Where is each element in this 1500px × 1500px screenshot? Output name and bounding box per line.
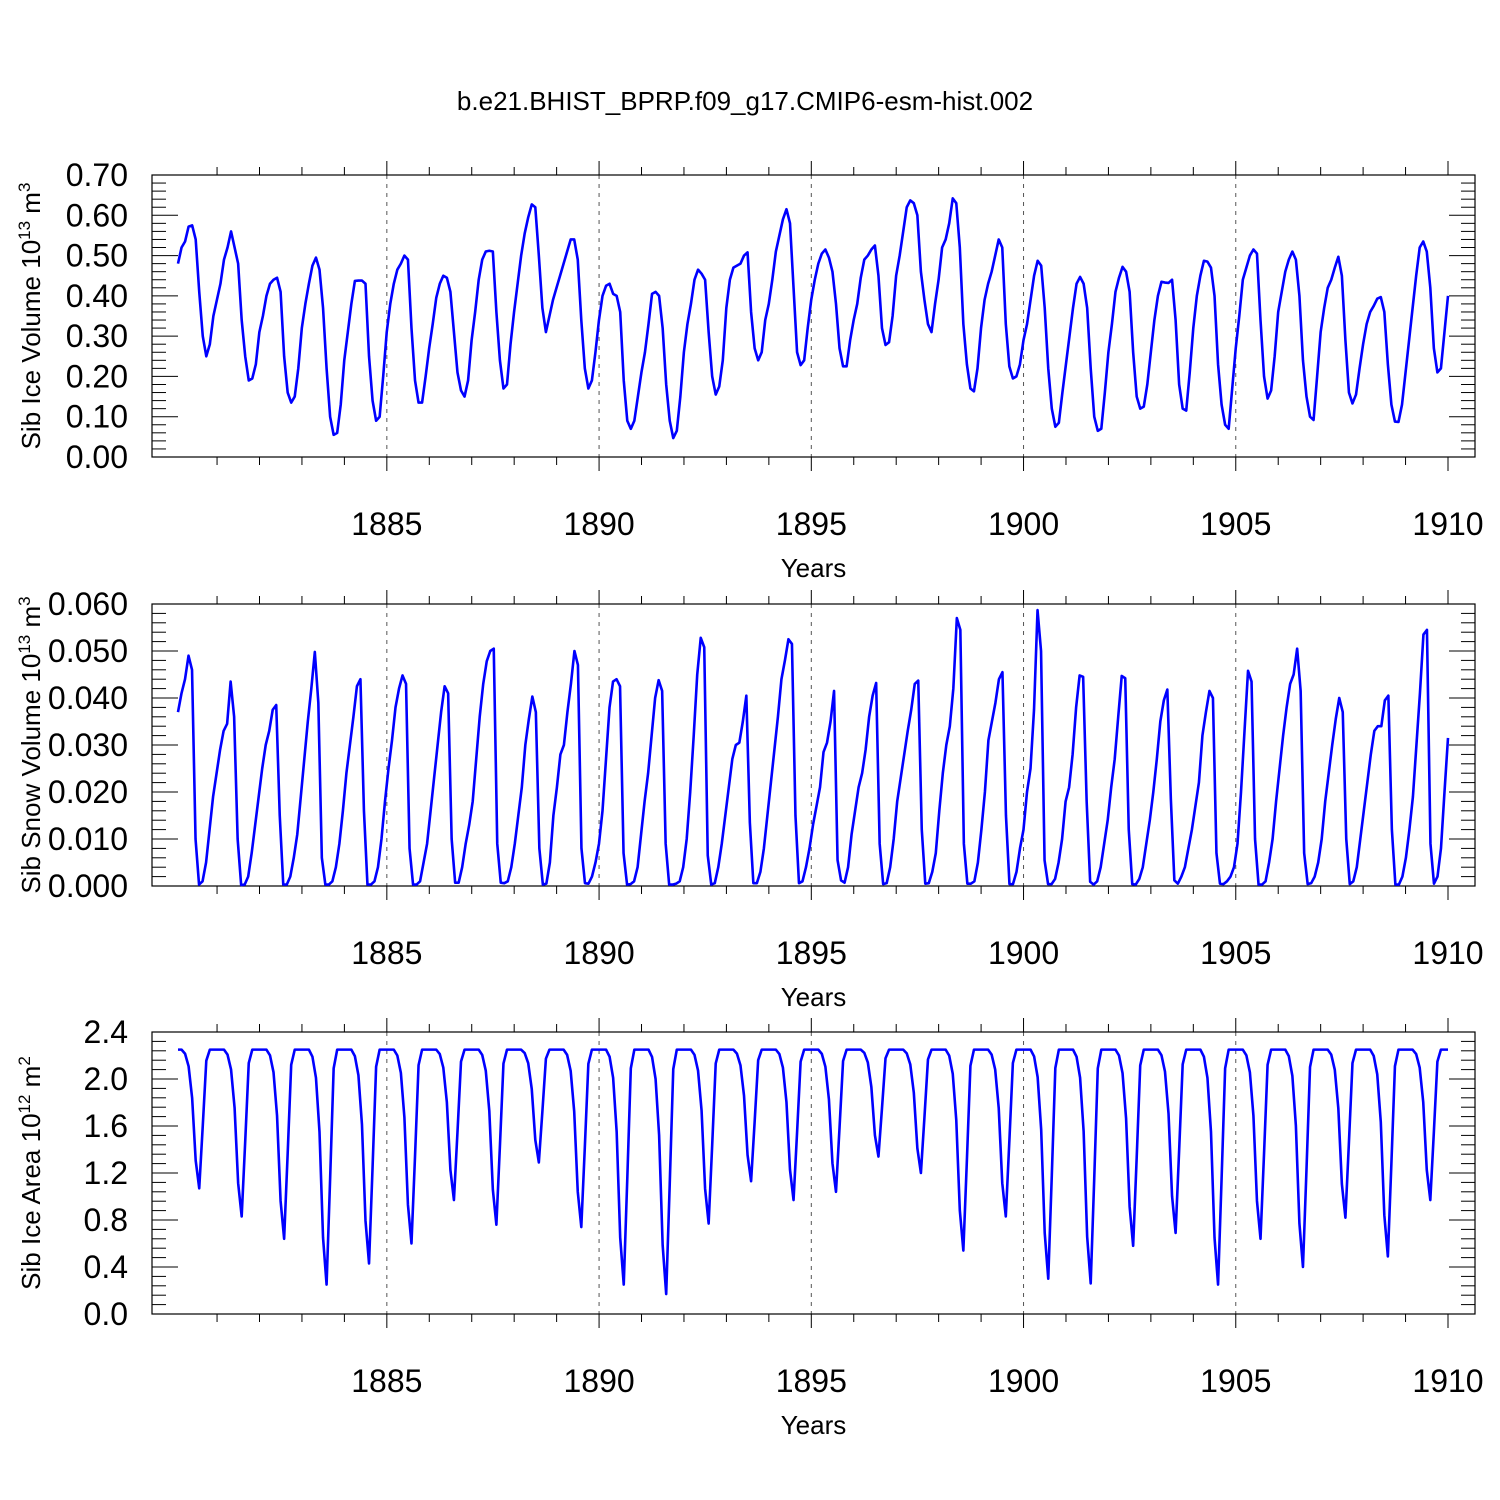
y-tick-label: 0.70 <box>66 157 128 193</box>
y-axis-label-exponent: 13 <box>15 635 34 654</box>
y-axis-label-unit: m <box>16 192 46 221</box>
x-tick-label: 1900 <box>988 935 1059 971</box>
x-tick-label: 1885 <box>351 935 422 971</box>
x-tick-label: 1905 <box>1200 935 1271 971</box>
x-tick-label: 1890 <box>563 935 634 971</box>
x-tick-label: 1890 <box>563 506 634 542</box>
y-tick-label: 0.60 <box>66 197 128 233</box>
x-tick-label: 1890 <box>563 1363 634 1399</box>
y-tick-label: 2.0 <box>84 1061 128 1097</box>
y-axis-label: Sib Ice Volume 1013 m3 <box>15 183 46 450</box>
y-tick-label: 0.00 <box>66 439 128 475</box>
x-tick-label: 1885 <box>351 506 422 542</box>
series-line <box>176 197 1450 440</box>
y-axis-label: Sib Ice Area 1012 m2 <box>15 1056 46 1290</box>
series-line <box>176 608 1450 887</box>
y-tick-label: 0.030 <box>48 727 128 763</box>
y-tick-label: 0.10 <box>66 399 128 435</box>
y-axis-label-unit-exponent: 3 <box>15 596 34 605</box>
x-tick-label: 1900 <box>988 506 1059 542</box>
y-tick-label: 0.020 <box>48 774 128 810</box>
y-tick-label: 0.40 <box>66 278 128 314</box>
y-axis-label-exponent: 12 <box>15 1095 34 1114</box>
x-axis-label: Years <box>781 553 847 583</box>
snow-volume-panel: 1885 1890 1895 1900 1905 1910 Years 0.000 0.010 0… <box>15 586 1484 1012</box>
plot-frame <box>151 1031 1476 1315</box>
series-line <box>178 1048 1448 1296</box>
x-tick-label: 1910 <box>1412 1363 1483 1399</box>
x-tick-label: 1910 <box>1412 506 1483 542</box>
x-tick-label: 1905 <box>1200 1363 1271 1399</box>
y-tick-label: 0.060 <box>48 586 128 622</box>
x-tick-label: 1895 <box>776 935 847 971</box>
y-axis-label-unit: m <box>16 1066 46 1095</box>
y-tick-label: 0.30 <box>66 318 128 354</box>
figure-title: b.e21.BHIST_BPRP.f09_g17.CMIP6-esm-hist.… <box>457 86 1033 116</box>
y-axis-label-main: Sib Snow Volume 10 <box>16 654 46 894</box>
y-tick-label: 0.4 <box>84 1249 128 1285</box>
y-tick-label: 0.50 <box>66 238 128 274</box>
y-tick-label: 0.040 <box>48 680 128 716</box>
y-axis-label-main: Sib Ice Area 10 <box>16 1113 46 1289</box>
y-axis-label: Sib Snow Volume 1013 m3 <box>15 596 46 893</box>
x-tick-label: 1885 <box>351 1363 422 1399</box>
y-tick-label: 0.8 <box>84 1202 128 1238</box>
y-tick-label: 0.000 <box>48 868 128 904</box>
y-tick-label: 0.20 <box>66 358 128 394</box>
x-tick-label: 1900 <box>988 1363 1059 1399</box>
y-tick-label: 2.4 <box>84 1014 128 1050</box>
y-axis-label-exponent: 13 <box>15 221 34 240</box>
y-tick-label: 0.0 <box>84 1296 128 1332</box>
plot-frame <box>151 174 1476 458</box>
ice-area-panel: 1885 1890 1895 1900 1905 1910 Years 0.0 0.4 0.8 1.… <box>15 1014 1484 1440</box>
y-tick-label: 1.2 <box>84 1155 128 1191</box>
x-axis-label: Years <box>781 982 847 1012</box>
y-tick-label: 0.010 <box>48 821 128 857</box>
x-tick-label: 1895 <box>776 1363 847 1399</box>
x-tick-label: 1910 <box>1412 935 1483 971</box>
y-axis-label-main: Sib Ice Volume 10 <box>16 240 46 450</box>
y-tick-label: 1.6 <box>84 1108 128 1144</box>
y-axis-label-unit-exponent: 2 <box>15 1056 34 1065</box>
y-tick-label: 0.050 <box>48 633 128 669</box>
x-tick-label: 1895 <box>776 506 847 542</box>
ice-volume-panel: 1885 1890 1895 1900 1905 1910 Years 0.00 0.10 0.2… <box>15 157 1484 583</box>
y-axis-label-unit: m <box>16 606 46 635</box>
x-axis-label: Years <box>781 1410 847 1440</box>
y-axis-label-unit-exponent: 3 <box>15 183 34 192</box>
x-tick-label: 1905 <box>1200 506 1271 542</box>
